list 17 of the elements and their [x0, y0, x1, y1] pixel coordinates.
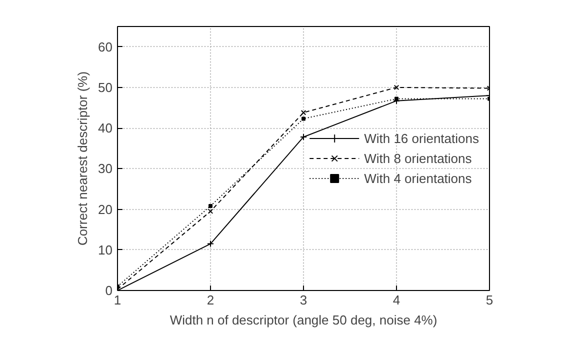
legend-label: With 8 orientations: [364, 150, 472, 166]
y-tick-label: 10: [98, 242, 113, 258]
x-tick-label: 5: [486, 292, 494, 308]
y-tick-label: 40: [98, 120, 113, 136]
y-tick-label: 30: [98, 161, 113, 176]
y-tick-label: 0: [105, 283, 113, 298]
y-tick-label: 60: [98, 39, 113, 54]
x-tick-label: 1: [114, 292, 122, 308]
x-tick-label: 2: [206, 292, 214, 308]
x-axis-title: Width n of descriptor (angle 50 deg, noise 4%): [170, 312, 438, 328]
x-tick-label: 3: [300, 292, 308, 308]
legend-label: With 4 orientations: [364, 170, 472, 186]
x-tick-label: 4: [392, 292, 400, 308]
y-axis-title: Correct nearest descriptor (%): [75, 71, 90, 246]
y-tick-label: 20: [98, 202, 113, 217]
legend-label: With 16 orientations: [364, 130, 479, 146]
y-tick-label: 50: [98, 80, 113, 95]
